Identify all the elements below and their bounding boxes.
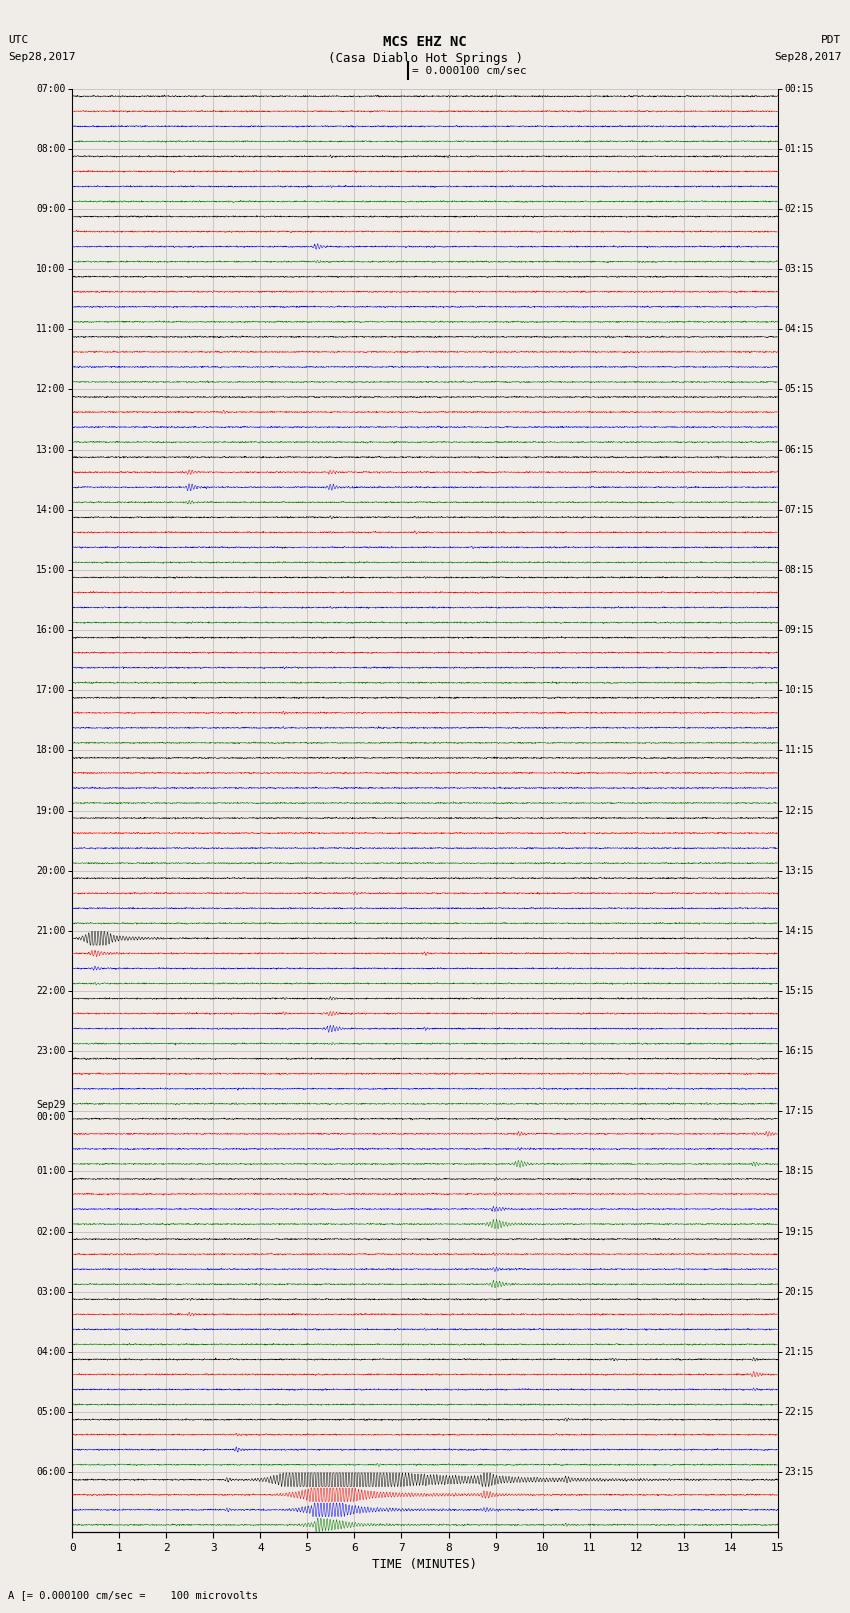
Text: = 0.000100 cm/sec: = 0.000100 cm/sec xyxy=(412,66,527,76)
Text: (Casa Diablo Hot Springs ): (Casa Diablo Hot Springs ) xyxy=(327,52,523,65)
Text: PDT: PDT xyxy=(821,35,842,45)
Text: A [= 0.000100 cm/sec =    100 microvolts: A [= 0.000100 cm/sec = 100 microvolts xyxy=(8,1590,258,1600)
Text: Sep28,2017: Sep28,2017 xyxy=(774,52,842,61)
Text: UTC: UTC xyxy=(8,35,29,45)
X-axis label: TIME (MINUTES): TIME (MINUTES) xyxy=(372,1558,478,1571)
Text: Sep28,2017: Sep28,2017 xyxy=(8,52,76,61)
Text: MCS EHZ NC: MCS EHZ NC xyxy=(383,35,467,50)
